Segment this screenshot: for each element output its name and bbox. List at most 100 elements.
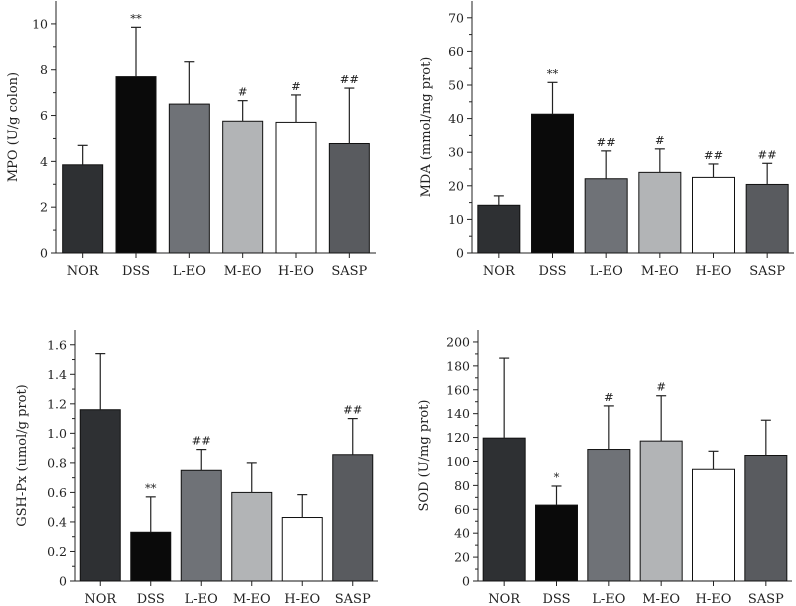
significance-mark: # — [604, 390, 614, 404]
y-tick-label: 140 — [446, 406, 470, 421]
y-tick-label: 0.2 — [47, 544, 67, 559]
y-tick-label: 0 — [462, 574, 470, 589]
significance-mark: ** — [145, 481, 157, 495]
significance-mark: # — [238, 85, 248, 99]
y-tick-label: 80 — [454, 478, 470, 493]
bar-nor — [482, 437, 526, 582]
bar-h-eo — [692, 468, 735, 582]
y-tick-label: 0.6 — [47, 485, 67, 500]
bar-sasp — [744, 455, 788, 582]
y-tick-label: 20 — [448, 178, 464, 193]
y-tick-label: 6 — [40, 108, 48, 123]
significance-mark: # — [655, 133, 665, 147]
bar-h-eo — [281, 517, 323, 582]
category-label: L-EO — [590, 264, 623, 279]
bar-m-eo — [638, 171, 682, 254]
bar-m-eo — [231, 491, 273, 582]
y-axis-label: GSH-Px (umol/g prot) — [15, 384, 30, 526]
y-tick-label: 160 — [446, 382, 470, 397]
y-tick-label: 100 — [446, 454, 470, 469]
y-tick-label: 2 — [40, 200, 48, 215]
bar-dss — [535, 504, 578, 582]
y-tick-label: 200 — [446, 334, 470, 349]
y-tick-label: 0 — [40, 246, 48, 261]
y-tick-label: 1.2 — [47, 396, 67, 411]
y-tick-label: 40 — [448, 111, 464, 126]
significance-mark: * — [554, 470, 560, 484]
y-tick-label: 60 — [454, 502, 470, 517]
chart-panel-1: 0 2 4 6 8 10 MPO (U/g colon) NOR ** DSS L-EO # M-EO #… — [6, 1, 376, 279]
bar-l-eo — [587, 449, 631, 582]
significance-mark: ** — [547, 66, 559, 80]
y-tick-label: 0 — [456, 246, 464, 261]
significance-mark: # — [656, 380, 666, 394]
y-tick-label: 4 — [40, 154, 48, 169]
bar-nor — [62, 164, 104, 254]
y-tick-label: 8 — [40, 62, 48, 77]
y-axis-label: MPO (U/g colon) — [6, 72, 21, 182]
category-label: L-EO — [592, 592, 625, 606]
chart-panel-2: 0 10 20 30 40 50 60 70 MDA (mmol/mg prot) NOR ** DS… — [419, 1, 794, 279]
bar-sasp — [328, 142, 370, 254]
y-tick-label: 120 — [446, 430, 470, 445]
y-tick-label: 1.4 — [47, 367, 67, 382]
category-label: M-EO — [224, 264, 262, 279]
bar-sasp — [332, 454, 374, 582]
category-label: NOR — [67, 264, 100, 279]
y-tick-label: 10 — [448, 212, 464, 227]
category-label: NOR — [84, 592, 117, 606]
category-label: SASP — [748, 592, 784, 606]
chart-panel-3: 0 0.2 0.4 0.6 0.8 1.0 1.2 1.4 1.6 GSH-Px (umol/g … — [15, 330, 378, 606]
bar-dss — [115, 76, 157, 254]
y-tick-label: 0.8 — [47, 455, 67, 470]
category-label: DSS — [137, 592, 165, 606]
bar-dss — [130, 531, 172, 582]
category-label: H-EO — [696, 264, 732, 279]
category-label: M-EO — [233, 592, 271, 606]
bar-m-eo — [222, 120, 264, 254]
y-tick-label: 1.0 — [47, 426, 67, 441]
y-tick-label: 0 — [59, 574, 67, 589]
category-label: SASP — [749, 264, 785, 279]
bar-h-eo — [275, 121, 317, 254]
category-label: L-EO — [185, 592, 218, 606]
significance-mark: ## — [192, 434, 211, 448]
category-label: M-EO — [642, 592, 680, 606]
bar-l-eo — [180, 469, 222, 582]
y-tick-label: 60 — [448, 44, 464, 59]
bar-nor — [79, 409, 121, 582]
category-label: NOR — [483, 264, 516, 279]
bar-l-eo — [168, 103, 210, 254]
category-label: L-EO — [173, 264, 206, 279]
y-tick-label: 70 — [448, 10, 464, 25]
significance-mark: ## — [343, 403, 362, 417]
bar-nor — [477, 204, 521, 254]
significance-mark: ** — [130, 11, 142, 25]
category-label: DSS — [538, 264, 566, 279]
category-label: H-EO — [696, 592, 732, 606]
y-tick-label: 30 — [448, 145, 464, 160]
significance-mark: ## — [340, 72, 359, 86]
significance-mark: ## — [758, 147, 777, 161]
category-label: M-EO — [641, 264, 679, 279]
category-label: NOR — [488, 592, 521, 606]
bar-m-eo — [639, 440, 683, 582]
y-tick-label: 180 — [446, 358, 470, 373]
y-tick-label: 10 — [32, 16, 48, 31]
category-label: H-EO — [278, 264, 314, 279]
category-label: SASP — [335, 592, 371, 606]
category-label: SASP — [331, 264, 367, 279]
bar-sasp — [745, 183, 789, 254]
bar-l-eo — [584, 178, 628, 254]
chart-panel-4: 0 20 40 60 80 100 120 140 160 180 200 SOD (U/mg pro… — [417, 330, 792, 606]
y-tick-label: 50 — [448, 78, 464, 93]
category-label: H-EO — [284, 592, 320, 606]
y-tick-label: 20 — [454, 550, 470, 565]
bar-dss — [531, 113, 574, 254]
significance-mark: ## — [704, 148, 723, 162]
y-tick-label: 0.4 — [47, 514, 67, 529]
significance-mark: ## — [597, 135, 616, 149]
y-axis-label: SOD (U/mg prot) — [417, 400, 432, 512]
